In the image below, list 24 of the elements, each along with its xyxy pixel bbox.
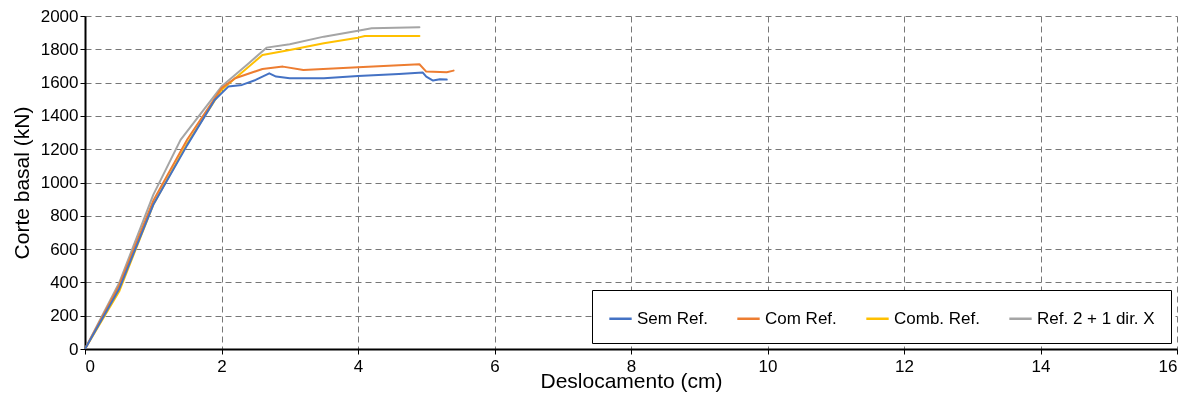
y-tick-label: 0 [69, 339, 79, 359]
legend-label: Ref. 2 + 1 dir. X [1037, 308, 1155, 328]
x-tick-label: 16 [1158, 356, 1178, 376]
x-tick-label: 12 [895, 356, 914, 376]
y-tick-label: 200 [50, 306, 79, 326]
legend-label: Com Ref. [765, 308, 837, 328]
x-tick-label: 6 [490, 356, 500, 376]
x-tick-label: 0 [85, 356, 95, 376]
y-tick-label: 1000 [40, 173, 79, 192]
x-tick-label: 2 [217, 356, 227, 376]
y-tick-label: 600 [50, 239, 79, 259]
y-tick-label: 1800 [40, 39, 79, 59]
y-tick-label: 400 [50, 272, 79, 292]
x-tick-label: 14 [1031, 356, 1051, 376]
y-axis-title: Corte basal (kN) [9, 106, 33, 260]
y-tick-label: 1600 [40, 73, 79, 93]
y-tick-label: 1400 [40, 106, 79, 126]
y-tick-label: 800 [50, 206, 79, 226]
x-tick-label: 10 [758, 356, 778, 376]
y-tick-label: 1200 [40, 139, 79, 159]
x-tick-label: 4 [353, 356, 364, 376]
y-tick-label: 2000 [40, 6, 79, 26]
legend-label: Comb. Ref. [894, 308, 980, 328]
legend-label: Sem Ref. [637, 308, 708, 328]
